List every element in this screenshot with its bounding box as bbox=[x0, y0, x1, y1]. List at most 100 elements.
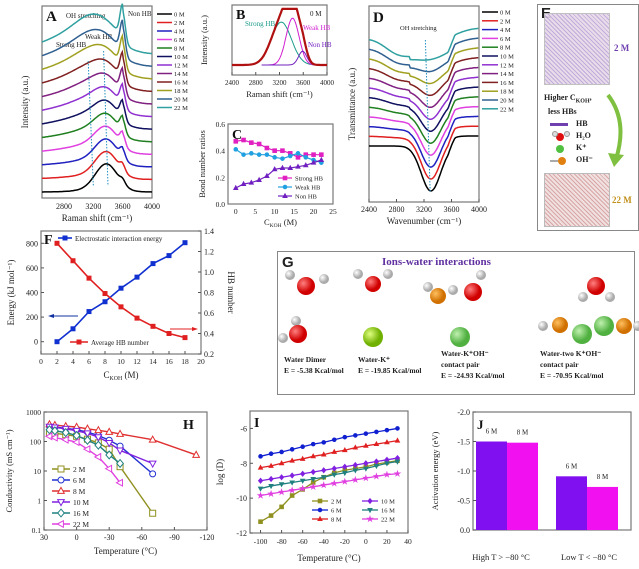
data-point bbox=[310, 159, 317, 165]
data-point bbox=[277, 488, 286, 496]
x-tick-label: 2400 bbox=[225, 79, 240, 87]
data-point bbox=[394, 459, 401, 465]
data-point bbox=[289, 447, 295, 452]
legend-marker bbox=[317, 498, 323, 504]
data-point bbox=[300, 470, 306, 477]
guide-line bbox=[424, 39, 431, 193]
data-point bbox=[86, 275, 92, 281]
data-point bbox=[310, 441, 316, 447]
data-point bbox=[50, 426, 59, 436]
y-tick-label: 100 bbox=[30, 438, 42, 447]
legend-label: 14 M bbox=[500, 71, 514, 78]
data-point bbox=[150, 323, 156, 329]
data-point bbox=[105, 439, 114, 448]
legend-label: 18 M bbox=[500, 89, 514, 96]
x-tick-label: 0 bbox=[75, 533, 79, 542]
data-point bbox=[44, 432, 53, 441]
data-point bbox=[233, 147, 239, 152]
data-point bbox=[289, 480, 295, 486]
data-point bbox=[342, 463, 348, 470]
category-label: High T > −80 °C bbox=[472, 552, 530, 562]
spectrum-line bbox=[368, 125, 479, 180]
legend-label: 2 M bbox=[174, 20, 185, 27]
x-tick-label: -100 bbox=[254, 537, 268, 546]
data-point bbox=[256, 491, 265, 499]
concentration-2m: 2 M bbox=[614, 43, 630, 53]
data-point bbox=[256, 152, 262, 157]
legend-label: 4 M bbox=[174, 29, 185, 36]
molecule-structures bbox=[278, 269, 639, 347]
data-point bbox=[272, 148, 277, 153]
data-point bbox=[287, 153, 293, 159]
data-point bbox=[373, 463, 380, 470]
legend-label: 2 M bbox=[331, 499, 342, 506]
x-axis-label: Wavenumber (cm⁻¹) bbox=[387, 216, 461, 226]
data-point bbox=[320, 451, 327, 457]
y-tick-label: 1000 bbox=[26, 408, 41, 417]
spectrum-line bbox=[368, 105, 479, 156]
x-tick-label: 15 bbox=[290, 207, 298, 216]
data-point bbox=[351, 475, 360, 484]
panel-c-bond-number-ratios: C Strong HB Weak HB Non HB 0 5 10 15 20 25 0.0 0.2 0… bbox=[197, 120, 337, 229]
legend-label: 22 M bbox=[500, 106, 514, 113]
bar bbox=[556, 476, 587, 530]
data-point bbox=[331, 465, 337, 472]
caption: Higher CKOH, less HBs bbox=[544, 93, 592, 116]
legend-marker bbox=[56, 519, 64, 529]
y-axis-label: Intensity (a.u.) bbox=[199, 15, 209, 65]
data-point bbox=[93, 452, 102, 462]
legend-label: 0 M bbox=[174, 12, 185, 19]
x-tick-label: 8 bbox=[103, 357, 107, 366]
spectrum-line bbox=[41, 138, 152, 168]
data-point bbox=[116, 458, 125, 469]
data-point bbox=[279, 449, 284, 455]
data-point bbox=[249, 151, 254, 156]
legend-label: 16 M bbox=[174, 80, 188, 87]
data-point bbox=[104, 464, 113, 473]
data-point bbox=[268, 484, 274, 490]
data-point bbox=[83, 430, 92, 438]
panel-label: F bbox=[44, 233, 53, 248]
legend-label: 16 M bbox=[500, 80, 514, 87]
data-point bbox=[383, 470, 391, 478]
data-point bbox=[72, 430, 81, 441]
data-point bbox=[264, 145, 270, 151]
x-axis-label: CKOH (M) bbox=[104, 370, 139, 382]
legend-label: 12 M bbox=[500, 62, 514, 69]
series-line bbox=[235, 148, 322, 164]
x-tick-label: -80 bbox=[277, 537, 287, 546]
data-point bbox=[182, 240, 188, 246]
x-tick-label: 40 bbox=[404, 537, 412, 546]
data-point bbox=[362, 474, 370, 482]
data-point bbox=[363, 466, 369, 472]
x-tick-label: 3600 bbox=[296, 79, 311, 87]
panel-j-activation-energy: J 0.0 -0.5 -1.0 -1.5 -2.0 6 M 8 M High T > −80 °… bbox=[430, 408, 632, 562]
plot-frame bbox=[249, 410, 409, 534]
y-tick-label: -1.5 bbox=[457, 438, 470, 447]
water-koh-molecule bbox=[423, 270, 486, 347]
legend-label: 2 M bbox=[500, 18, 511, 25]
series-line bbox=[56, 242, 186, 343]
y-tick-label: 0 bbox=[34, 338, 38, 347]
data-point bbox=[310, 477, 317, 483]
legend-label: 6 M bbox=[331, 508, 342, 515]
data-point bbox=[257, 464, 264, 470]
data-point bbox=[268, 462, 274, 468]
y-tick-label: -8 bbox=[240, 459, 247, 468]
left-axis-arrowhead bbox=[48, 314, 54, 318]
legend-marker bbox=[317, 515, 323, 521]
label-weak-hb: Weak HB bbox=[303, 24, 331, 32]
data-point bbox=[310, 453, 317, 459]
subtitle: 0 M bbox=[310, 10, 322, 18]
panel-f-energy-hb-number: F Electrostatic interaction energy Average… bbox=[6, 227, 236, 382]
data-point bbox=[166, 253, 172, 259]
y-tick-label: 0.6 bbox=[216, 120, 226, 129]
spectrum-line bbox=[368, 37, 479, 73]
data-point bbox=[331, 437, 337, 443]
x-tick-label: 3200 bbox=[85, 202, 101, 211]
y-tick-label: 600 bbox=[26, 264, 38, 273]
data-point bbox=[233, 139, 239, 144]
data-point bbox=[341, 470, 348, 477]
data-point bbox=[105, 450, 114, 460]
label-non-hb: Non HB bbox=[308, 41, 332, 49]
